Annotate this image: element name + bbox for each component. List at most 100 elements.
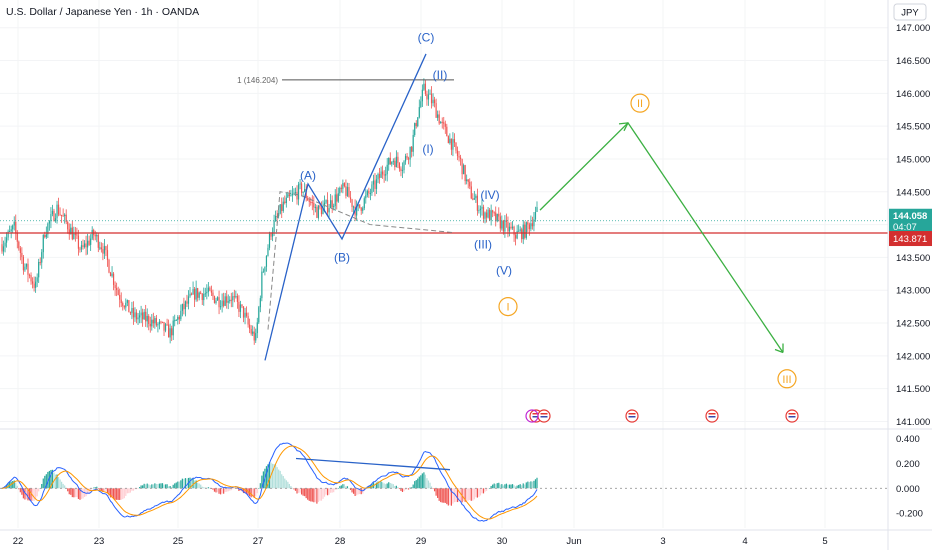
macd-histogram-bar	[308, 488, 310, 501]
macd-histogram-bar	[140, 485, 142, 489]
price-tick-label: 145.000	[896, 154, 930, 165]
candle-body	[64, 214, 66, 217]
candle-body	[492, 210, 494, 213]
macd-histogram-bar	[145, 484, 147, 489]
macd-histogram-bar	[36, 488, 38, 497]
macd-histogram-bar	[4, 486, 6, 489]
candle-body	[59, 214, 61, 216]
candle-body	[83, 243, 86, 248]
macd-histogram-bar	[94, 487, 96, 489]
grid	[0, 0, 888, 528]
macd-histogram-bar	[427, 480, 430, 489]
candle-body	[218, 297, 220, 308]
candle-body	[265, 255, 268, 267]
macd-histogram-bar	[446, 488, 448, 505]
macd-histogram-bar	[395, 485, 397, 489]
macd-histogram-bar	[233, 488, 235, 489]
candle-body	[291, 193, 294, 196]
candle-body	[30, 275, 32, 282]
candle-body	[339, 187, 341, 194]
candle-body	[216, 297, 219, 301]
candle-body	[441, 121, 443, 123]
candle-body	[267, 247, 269, 256]
candle-body	[450, 138, 452, 150]
candle-body	[452, 139, 454, 150]
candle-body	[271, 232, 274, 237]
candle-body	[511, 226, 514, 229]
macd-histogram-bar	[484, 488, 486, 492]
candle-body	[313, 202, 315, 208]
candle-body	[45, 234, 47, 238]
macd-histogram-bar	[528, 482, 530, 489]
candle-body	[221, 300, 223, 307]
macd-histogram-bar	[469, 488, 471, 500]
macd-histogram-bar	[200, 484, 202, 489]
candle-body	[155, 318, 157, 326]
candle-body	[54, 218, 57, 221]
macd-histogram-bar	[261, 475, 263, 489]
macd-histogram-bar	[490, 485, 492, 489]
candle-body	[2, 246, 5, 252]
macd-histogram-bar	[70, 488, 72, 495]
candle-body	[67, 221, 69, 230]
macd-histogram-bar	[135, 488, 138, 490]
macd-histogram-bar	[146, 483, 148, 489]
macd-histogram-bar	[15, 482, 17, 489]
candle-body	[415, 123, 417, 127]
macd-histogram-bar	[221, 488, 223, 494]
macd-histogram-bar	[429, 482, 431, 489]
price-tick-label: 143.500	[896, 253, 930, 264]
candle-body	[476, 195, 478, 211]
candle-body	[53, 210, 55, 221]
macd-histogram-bar	[345, 486, 347, 489]
macd-histogram-bar	[440, 488, 442, 503]
candle-body	[145, 311, 147, 322]
price-tick-label: 146.000	[896, 89, 930, 100]
candle-body	[374, 180, 376, 189]
candle-body	[311, 202, 313, 204]
macd-histogram-bar	[232, 488, 234, 490]
macd-histogram-bar	[279, 470, 281, 489]
candle-body	[207, 287, 209, 292]
chart-title: U.S. Dollar / Japanese Yen · 1h · OANDA	[6, 6, 200, 18]
candle-body	[183, 304, 185, 310]
macd-histogram-bar	[302, 488, 304, 496]
macd-histogram-bar	[438, 488, 440, 501]
overlays: 1 (146.204) (A) (B) (C) (II) (I) (IV) (III) (V) I…	[0, 31, 888, 423]
candle-body	[360, 207, 362, 211]
macd-histogram-bar	[518, 484, 520, 489]
candle-body	[493, 212, 495, 214]
candle-body	[259, 298, 261, 308]
macd-histogram-bar	[352, 488, 355, 494]
macd-histogram-bar	[57, 476, 60, 489]
candle-body	[190, 293, 193, 295]
candle-body	[106, 250, 109, 260]
candle-body	[232, 296, 234, 301]
candle-body	[495, 212, 497, 222]
macd-line	[1, 442, 538, 522]
macd-histogram-bar	[433, 488, 436, 492]
macd-histogram-bar	[30, 488, 32, 501]
macd-histogram-bar	[163, 484, 165, 489]
macd-histogram-bar	[326, 488, 329, 496]
time-tick-label: 4	[742, 536, 747, 547]
candle-body	[105, 246, 107, 251]
candle-body	[197, 288, 199, 298]
macd-panel	[0, 442, 888, 522]
wave-label: (II)	[433, 68, 448, 82]
macd-histogram-bar	[148, 484, 150, 489]
candle-body	[284, 201, 286, 204]
macd-histogram-bar	[7, 482, 9, 489]
candle-body	[261, 271, 263, 299]
macd-histogram-bar	[262, 471, 264, 489]
macd-histogram-bar	[22, 488, 24, 499]
macd-histogram-bar	[464, 488, 466, 502]
macd-histogram-bar	[216, 488, 219, 493]
macd-histogram-bar	[524, 484, 526, 489]
candle-body	[406, 156, 408, 159]
macd-histogram-bar	[297, 488, 300, 493]
candle-body	[498, 213, 500, 217]
candle-body	[88, 240, 90, 245]
